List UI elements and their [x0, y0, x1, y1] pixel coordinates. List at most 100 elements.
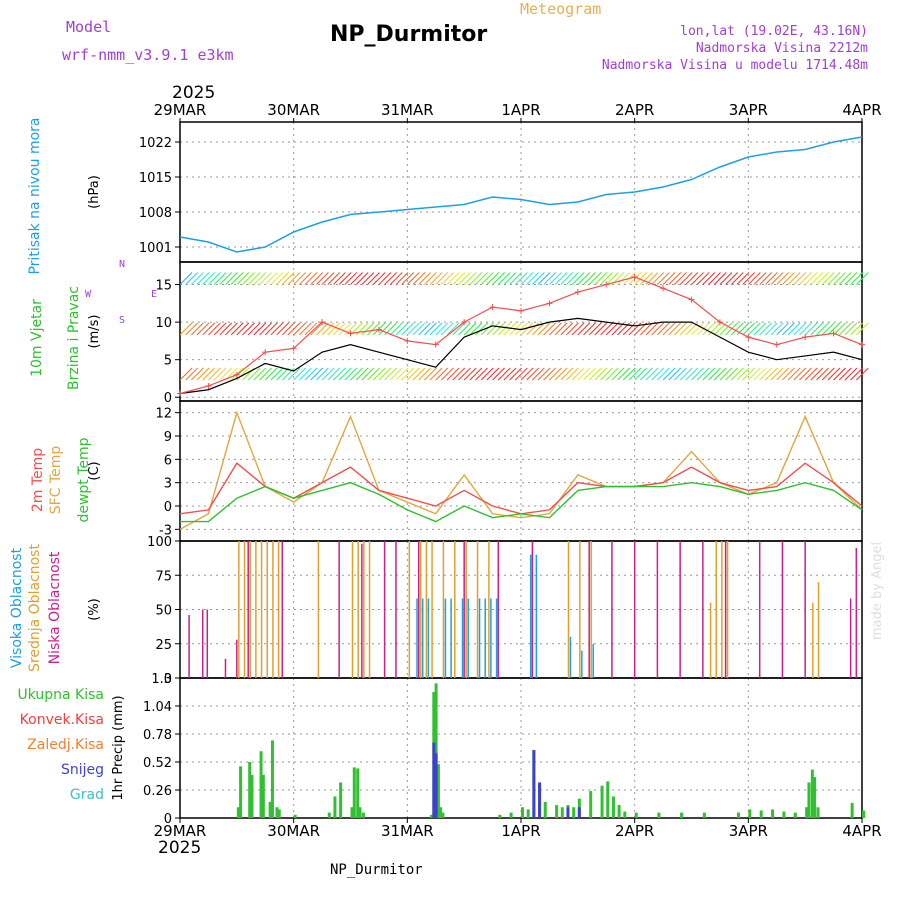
time-label-bottom: 30MAR [267, 822, 320, 840]
wind-barb [236, 322, 250, 336]
wind-barb [281, 367, 295, 381]
wind-barb [333, 272, 346, 285]
wind-barb [361, 272, 375, 285]
precip-bar [759, 810, 763, 818]
temp-ytick-label: 12 [155, 407, 172, 422]
wind-barb [264, 272, 278, 285]
wind-barb [264, 367, 278, 381]
wind-barb [179, 272, 193, 285]
time-label-top: 30MAR [267, 101, 320, 119]
temp-ytick-label: 3 [164, 477, 172, 492]
wind-gust-marker [375, 326, 382, 333]
wind-barb [202, 367, 216, 381]
wind-barb [281, 322, 295, 336]
wind-barb [509, 367, 522, 381]
wind-barb [514, 367, 528, 381]
wind-barb [389, 367, 403, 381]
wind-barb [270, 272, 284, 285]
wind-barb [753, 367, 767, 381]
wind-barb [361, 322, 375, 336]
wind-barb [719, 272, 733, 285]
time-label-bottom: 31MAR [381, 822, 434, 840]
wind-barb [793, 272, 807, 285]
wind-barb [406, 272, 420, 285]
wind-gust-marker [546, 300, 553, 307]
wind-barb [770, 322, 784, 336]
wind-barb [458, 367, 471, 381]
wind-barb [776, 367, 790, 381]
wind-barb [503, 322, 517, 336]
wind-barb [810, 322, 824, 336]
pressure-line [179, 136, 863, 253]
wind-barb [730, 367, 744, 381]
wind-barb [321, 367, 335, 381]
wind-barb [208, 322, 221, 336]
wind-gust-marker [518, 307, 524, 314]
wind-barb [747, 272, 761, 285]
wind-barb [838, 322, 852, 336]
wind-gust-marker [262, 349, 269, 356]
wind-gust-marker [432, 341, 439, 348]
sfc-temp-line [179, 410, 863, 530]
wind-barb [213, 272, 227, 285]
wind-barb [327, 322, 341, 336]
wind-gust-marker [177, 390, 183, 397]
wind-barb [441, 367, 454, 381]
wind-gust-marker [404, 337, 411, 344]
wind-barb [810, 367, 824, 381]
wind-barb [577, 322, 591, 336]
pressure-ytick-label: 1015 [139, 171, 172, 186]
wind-ytick-label: 0 [164, 391, 172, 406]
wind-barb [821, 272, 835, 285]
wind-barb [435, 272, 449, 285]
wind-barb [191, 322, 204, 336]
wind-barb [338, 322, 352, 336]
wind-barb [469, 272, 483, 285]
wind-barb [662, 272, 676, 285]
wind-barb [844, 322, 858, 336]
wind-barb [850, 272, 863, 285]
wind-barb [293, 322, 307, 336]
wind-barb [571, 272, 585, 285]
temp-ytick-label: -3 [159, 523, 172, 538]
wind-barb [378, 272, 392, 285]
wind-barb [765, 322, 778, 336]
wind-barb [560, 322, 574, 336]
wind-barb [736, 322, 750, 336]
wind-barb [406, 322, 420, 336]
wind-barb [429, 272, 443, 285]
temp-ytick-label: 0 [164, 500, 172, 515]
wind-barb [765, 367, 778, 381]
wind-barb [367, 322, 380, 336]
precip-bar [771, 809, 775, 818]
wind-barb [639, 272, 653, 285]
page-title: NP_Durmitor [330, 22, 488, 47]
wind-barb [588, 322, 602, 336]
wind-barb [304, 367, 318, 381]
wind-barb [333, 367, 346, 381]
wind-barb [782, 322, 795, 336]
pressure-ytick-label: 1022 [139, 136, 172, 151]
wind-barb [338, 367, 352, 381]
wind-ylabel: (m/s) [87, 315, 102, 349]
wind-barb [253, 322, 267, 336]
wind-barb [475, 322, 488, 336]
wind-barb [230, 322, 244, 336]
wind-barb [463, 322, 477, 336]
wind-barb [202, 272, 216, 285]
wind-barb [605, 272, 619, 285]
precip-bar [268, 801, 272, 818]
wind-barb [594, 367, 608, 381]
precip-bar [350, 807, 354, 818]
wind-barb [855, 322, 869, 336]
cloud-ytick-label: 100 [147, 535, 172, 550]
wind-barb [276, 272, 289, 285]
wind-barb [316, 272, 329, 285]
wind-barb [293, 367, 307, 381]
wind-barb [344, 367, 358, 381]
wind-barb [287, 272, 301, 285]
wind-barb [827, 272, 841, 285]
wind-barb [503, 367, 517, 381]
wind-barb [293, 272, 307, 285]
